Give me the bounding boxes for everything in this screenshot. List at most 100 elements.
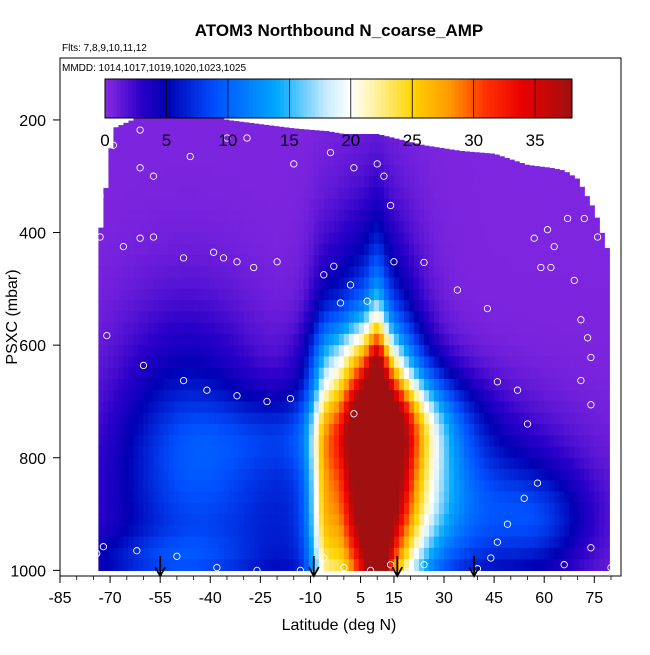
heat-cell xyxy=(338,142,345,155)
heat-cell xyxy=(288,333,295,346)
heat-cell xyxy=(188,435,195,448)
heat-cell xyxy=(273,153,280,166)
heat-cell xyxy=(213,142,220,155)
heat-cell xyxy=(188,480,195,493)
heat-cell xyxy=(233,559,240,571)
heat-cell xyxy=(454,300,460,312)
heat-cell xyxy=(253,277,260,290)
heat-cell xyxy=(143,491,150,504)
heat-cell xyxy=(243,356,250,369)
heat-cell xyxy=(373,300,380,312)
heat-cell xyxy=(398,491,405,504)
heat-cell xyxy=(589,243,595,256)
heat-cell xyxy=(103,514,110,526)
heat-cell xyxy=(403,266,410,279)
heat-cell xyxy=(358,221,365,234)
heat-cell xyxy=(353,277,360,290)
colorbar-segment xyxy=(416,79,421,118)
heat-cell xyxy=(188,119,195,132)
heat-cell xyxy=(253,322,260,335)
heat-cell xyxy=(213,457,220,470)
heat-cell xyxy=(534,547,540,560)
heat-cell xyxy=(178,491,185,504)
heat-cell xyxy=(253,221,260,234)
heat-cell xyxy=(233,469,240,481)
heat-cell xyxy=(128,288,135,301)
heat-cell xyxy=(113,232,120,245)
heat-cell xyxy=(559,536,565,549)
heat-cell xyxy=(574,423,580,436)
heat-cell xyxy=(534,367,540,380)
heat-cell xyxy=(218,435,225,448)
y-tick-label: 400 xyxy=(19,226,46,243)
heat-cell xyxy=(489,176,495,189)
heat-cell xyxy=(479,243,485,256)
heat-cell xyxy=(268,446,275,459)
heat-cell xyxy=(333,266,340,279)
heat-cell xyxy=(434,147,440,155)
heat-cell xyxy=(303,210,310,222)
heat-cell xyxy=(564,491,570,504)
heat-cell xyxy=(549,333,555,346)
heat-cell xyxy=(248,423,255,436)
heat-cell xyxy=(208,232,215,245)
heat-cell xyxy=(549,232,555,245)
heat-cell xyxy=(539,288,545,301)
heat-cell xyxy=(569,300,575,312)
heat-cell xyxy=(413,300,420,312)
heat-cell xyxy=(173,131,180,144)
heat-cell xyxy=(198,333,205,346)
heat-cell xyxy=(358,232,365,245)
heat-cell xyxy=(113,164,120,177)
heat-cell xyxy=(278,423,285,436)
heat-cell xyxy=(343,457,350,470)
heat-cell xyxy=(564,480,570,493)
heat-cell xyxy=(143,131,150,144)
heat-cell xyxy=(564,255,570,267)
heat-cell xyxy=(358,266,365,279)
heat-cell xyxy=(564,502,570,515)
heat-cell xyxy=(554,547,560,560)
heat-cell xyxy=(418,502,425,515)
heat-cell xyxy=(604,345,610,358)
heat-cell xyxy=(258,221,265,234)
heat-cell xyxy=(238,142,245,155)
heat-cell xyxy=(263,311,270,324)
heat-cell xyxy=(318,423,325,436)
heat-cell xyxy=(589,547,595,560)
heat-cell xyxy=(529,367,535,380)
heat-cell xyxy=(178,378,185,391)
heat-cell xyxy=(243,435,250,448)
heat-cell xyxy=(248,536,255,549)
heat-cell xyxy=(529,378,535,391)
heat-cell xyxy=(253,210,260,222)
heat-cell xyxy=(474,232,480,245)
heat-cell xyxy=(278,378,285,391)
heat-cell xyxy=(273,547,280,560)
sample-point xyxy=(136,164,144,172)
heat-cell xyxy=(554,423,560,436)
heat-cell xyxy=(559,198,565,211)
heat-cell xyxy=(318,525,325,538)
heat-cell xyxy=(143,164,150,177)
heat-cell xyxy=(368,446,375,459)
heat-cell xyxy=(514,446,520,459)
heat-cell xyxy=(118,480,125,493)
heat-cell xyxy=(444,198,450,211)
heat-cell xyxy=(283,255,290,267)
heat-cell xyxy=(228,198,235,211)
heat-cell xyxy=(589,288,595,301)
heat-cell xyxy=(248,243,255,256)
heat-cell xyxy=(333,547,340,560)
heat-cell xyxy=(489,232,495,245)
sample-point xyxy=(209,248,218,256)
heat-cell xyxy=(373,134,380,144)
heat-cell xyxy=(138,277,145,290)
heat-cell xyxy=(594,401,600,414)
heat-cell xyxy=(113,559,120,571)
heat-cell xyxy=(328,221,335,234)
heat-cell xyxy=(594,457,600,470)
heat-cell xyxy=(464,390,470,403)
heat-cell xyxy=(398,255,405,267)
heat-cell xyxy=(509,446,515,459)
